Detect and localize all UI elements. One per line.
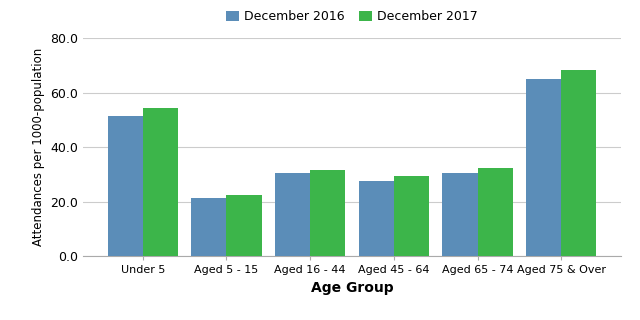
Legend: December 2016, December 2017: December 2016, December 2017 [221,5,483,28]
Bar [394,176,429,256]
Bar [310,170,346,256]
Bar [358,181,394,256]
Y-axis label: Attendances per 1000-population: Attendances per 1000-population [32,48,45,246]
Bar [108,116,143,256]
Bar [227,195,262,256]
Bar [191,197,227,256]
Bar [526,79,561,256]
Bar [561,70,596,256]
Bar [442,173,477,256]
X-axis label: Age Group: Age Group [310,281,394,295]
Bar [477,168,513,256]
Bar [143,108,178,256]
Bar [275,173,310,256]
